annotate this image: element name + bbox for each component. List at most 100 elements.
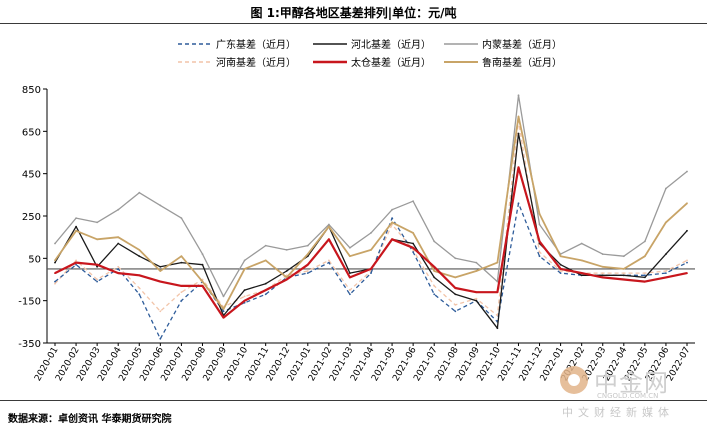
data-point (580, 272, 583, 274)
data-point (601, 253, 604, 256)
data-point (180, 255, 183, 258)
data-point (243, 289, 246, 291)
data-point (412, 246, 414, 249)
data-point (201, 285, 204, 287)
data-point (180, 261, 183, 264)
data-point (328, 259, 330, 262)
data-point (180, 217, 183, 220)
data-point (328, 223, 330, 226)
legend-label: 广东基差（近月） (216, 40, 296, 51)
data-point (665, 253, 667, 256)
legend-item-lunan: 鲁南基差（近月） (444, 54, 562, 69)
legend-item-taicang: 太仓基差（近月） (313, 54, 431, 69)
data-point (644, 280, 646, 283)
data-point (412, 200, 414, 203)
y-tick-label: 50 (28, 254, 41, 265)
data-point (496, 280, 499, 283)
data-point (496, 261, 499, 264)
data-point (665, 276, 667, 279)
data-point (517, 166, 520, 169)
watermark-sub: 中文财经新媒体 (562, 406, 674, 419)
data-point (54, 261, 56, 264)
data-point (243, 295, 246, 298)
data-point (222, 308, 225, 310)
data-point (306, 272, 309, 274)
data-point (454, 293, 457, 296)
legend-item-neimeng: 内蒙基差（近月） (444, 36, 562, 51)
series-line-5 (54, 115, 688, 311)
data-point (496, 291, 499, 294)
data-point (391, 208, 393, 211)
legend-label: 河北基差（近月） (351, 40, 431, 51)
bottom-rule (0, 400, 707, 401)
data-point (475, 297, 478, 300)
data-point (117, 236, 120, 239)
data-point (138, 255, 141, 258)
data-point (665, 187, 667, 190)
data-point (117, 265, 120, 268)
watermark-url: CNGOLD.COM.CN (597, 392, 659, 400)
data-point (54, 272, 56, 274)
data-point (517, 115, 520, 118)
data-point (285, 249, 288, 251)
data-point (665, 270, 667, 272)
data-point (496, 327, 499, 330)
data-point (538, 251, 541, 253)
data-point (601, 265, 604, 268)
data-point (349, 289, 351, 291)
series-line-2 (54, 94, 688, 298)
data-point (264, 244, 267, 247)
data-point (75, 225, 77, 228)
data-point (306, 244, 309, 247)
data-point (370, 232, 372, 234)
data-point (622, 268, 625, 270)
data-point (559, 270, 562, 272)
data-point (349, 272, 351, 274)
data-point (96, 221, 98, 224)
data-point (412, 251, 414, 253)
data-point (159, 310, 162, 313)
series-line-3 (54, 120, 688, 317)
data-point (138, 293, 141, 296)
data-point (54, 259, 56, 262)
data-point (454, 310, 457, 313)
data-point (412, 232, 414, 234)
data-point (644, 240, 646, 243)
data-point (538, 223, 541, 226)
data-point (96, 265, 98, 268)
data-point (159, 337, 162, 340)
legend-swatch (178, 42, 212, 45)
data-point (517, 94, 520, 97)
data-point (264, 289, 267, 291)
data-point (559, 255, 562, 258)
data-point (644, 272, 646, 274)
data-point (475, 270, 478, 272)
data-point (349, 246, 351, 249)
data-point (686, 261, 688, 264)
data-point (622, 278, 625, 281)
data-point (75, 263, 77, 266)
data-point (117, 268, 120, 270)
data-point (349, 255, 351, 258)
data-point (180, 285, 183, 287)
brand-logo-icon (560, 366, 588, 394)
data-point (433, 293, 436, 296)
data-point (159, 270, 162, 272)
data-point (538, 255, 541, 258)
data-point (138, 249, 141, 251)
data-point (222, 295, 225, 298)
data-point (686, 229, 688, 232)
data-point (75, 259, 77, 262)
data-point (243, 268, 246, 270)
data-point (201, 280, 204, 283)
legend-item-hebei: 河北基差（近月） (313, 36, 431, 51)
data-point (644, 274, 646, 277)
data-point (538, 213, 541, 215)
data-point (517, 132, 520, 135)
data-point (75, 261, 77, 264)
data-point (559, 272, 562, 274)
data-source: 数据来源：卓创资讯 华泰期货研究院 (8, 414, 172, 425)
data-point (222, 310, 225, 313)
data-point (96, 278, 98, 281)
